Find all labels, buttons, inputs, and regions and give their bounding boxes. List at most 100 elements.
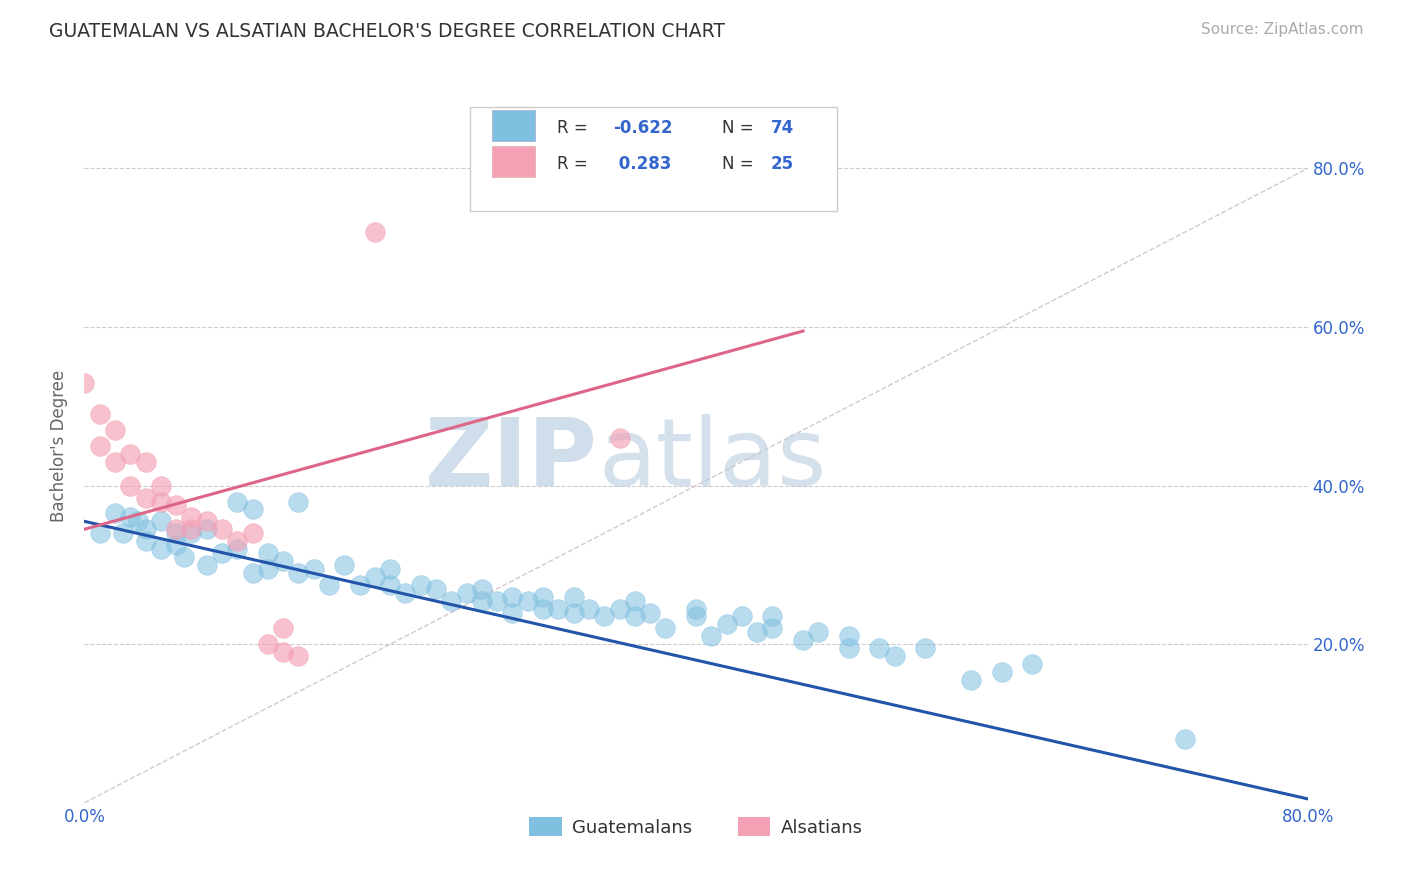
Text: -0.622: -0.622: [613, 120, 672, 137]
Point: [120, 478, 142, 492]
Point: [211, 522, 233, 536]
Point: [302, 562, 325, 576]
Point: [165, 526, 187, 541]
FancyBboxPatch shape: [492, 110, 534, 141]
Text: R =: R =: [557, 120, 592, 137]
Text: ZIP: ZIP: [425, 414, 598, 507]
Point: [287, 494, 309, 508]
Text: N =: N =: [721, 120, 758, 137]
Point: [991, 665, 1014, 679]
Point: [716, 617, 738, 632]
Legend: Guatemalans, Alsatians: Guatemalans, Alsatians: [522, 810, 870, 844]
Point: [624, 593, 647, 607]
Point: [257, 562, 280, 576]
Point: [195, 558, 218, 572]
Point: [135, 491, 157, 505]
Point: [120, 510, 142, 524]
Point: [609, 431, 631, 445]
Point: [135, 455, 157, 469]
Point: [562, 590, 585, 604]
FancyBboxPatch shape: [470, 107, 837, 211]
Point: [364, 225, 387, 239]
Text: 25: 25: [770, 155, 794, 173]
Point: [747, 625, 769, 640]
Point: [226, 542, 249, 557]
Point: [165, 538, 187, 552]
Point: [914, 641, 936, 656]
Point: [364, 570, 387, 584]
Point: [271, 621, 294, 635]
Point: [149, 542, 172, 557]
Point: [883, 649, 905, 664]
Point: [226, 534, 249, 549]
Point: [409, 578, 432, 592]
Point: [242, 502, 264, 516]
Point: [120, 447, 142, 461]
Point: [333, 558, 356, 572]
Point: [195, 522, 218, 536]
Point: [869, 641, 891, 656]
Point: [593, 609, 616, 624]
Text: R =: R =: [557, 155, 592, 173]
Point: [104, 455, 127, 469]
Point: [425, 582, 447, 596]
Point: [761, 609, 783, 624]
Point: [226, 494, 249, 508]
Point: [271, 645, 294, 659]
Point: [380, 578, 402, 592]
Point: [149, 494, 172, 508]
Text: 74: 74: [770, 120, 794, 137]
Point: [211, 546, 233, 560]
Point: [242, 566, 264, 580]
Y-axis label: Bachelor's Degree: Bachelor's Degree: [51, 370, 69, 522]
Point: [149, 478, 172, 492]
Point: [149, 514, 172, 528]
Point: [173, 549, 195, 564]
Point: [318, 578, 340, 592]
Point: [531, 590, 554, 604]
Point: [165, 522, 187, 536]
Point: [685, 609, 707, 624]
Point: [287, 649, 309, 664]
Text: N =: N =: [721, 155, 758, 173]
Point: [180, 522, 202, 536]
Point: [578, 601, 600, 615]
Point: [1174, 732, 1197, 747]
Point: [257, 546, 280, 560]
Point: [547, 601, 569, 615]
Point: [471, 582, 494, 596]
Point: [731, 609, 754, 624]
FancyBboxPatch shape: [492, 145, 534, 177]
Point: [135, 534, 157, 549]
Point: [73, 376, 96, 390]
Point: [960, 673, 983, 687]
Point: [502, 590, 524, 604]
Point: [638, 606, 661, 620]
Point: [761, 621, 783, 635]
Point: [104, 507, 127, 521]
Text: 0.283: 0.283: [613, 155, 671, 173]
Point: [516, 593, 538, 607]
Point: [127, 514, 149, 528]
Point: [440, 593, 463, 607]
Point: [531, 601, 554, 615]
Point: [257, 637, 280, 651]
Point: [654, 621, 676, 635]
Point: [165, 499, 187, 513]
Text: GUATEMALAN VS ALSATIAN BACHELOR'S DEGREE CORRELATION CHART: GUATEMALAN VS ALSATIAN BACHELOR'S DEGREE…: [49, 22, 725, 41]
Point: [135, 522, 157, 536]
Point: [89, 407, 111, 421]
Point: [271, 554, 294, 568]
Point: [394, 585, 416, 599]
Point: [792, 633, 814, 648]
Point: [180, 526, 202, 541]
Point: [456, 585, 478, 599]
Point: [180, 510, 202, 524]
Point: [486, 593, 509, 607]
Point: [111, 526, 134, 541]
Point: [838, 629, 860, 643]
Point: [685, 601, 707, 615]
Point: [287, 566, 309, 580]
Point: [700, 629, 723, 643]
Point: [89, 439, 111, 453]
